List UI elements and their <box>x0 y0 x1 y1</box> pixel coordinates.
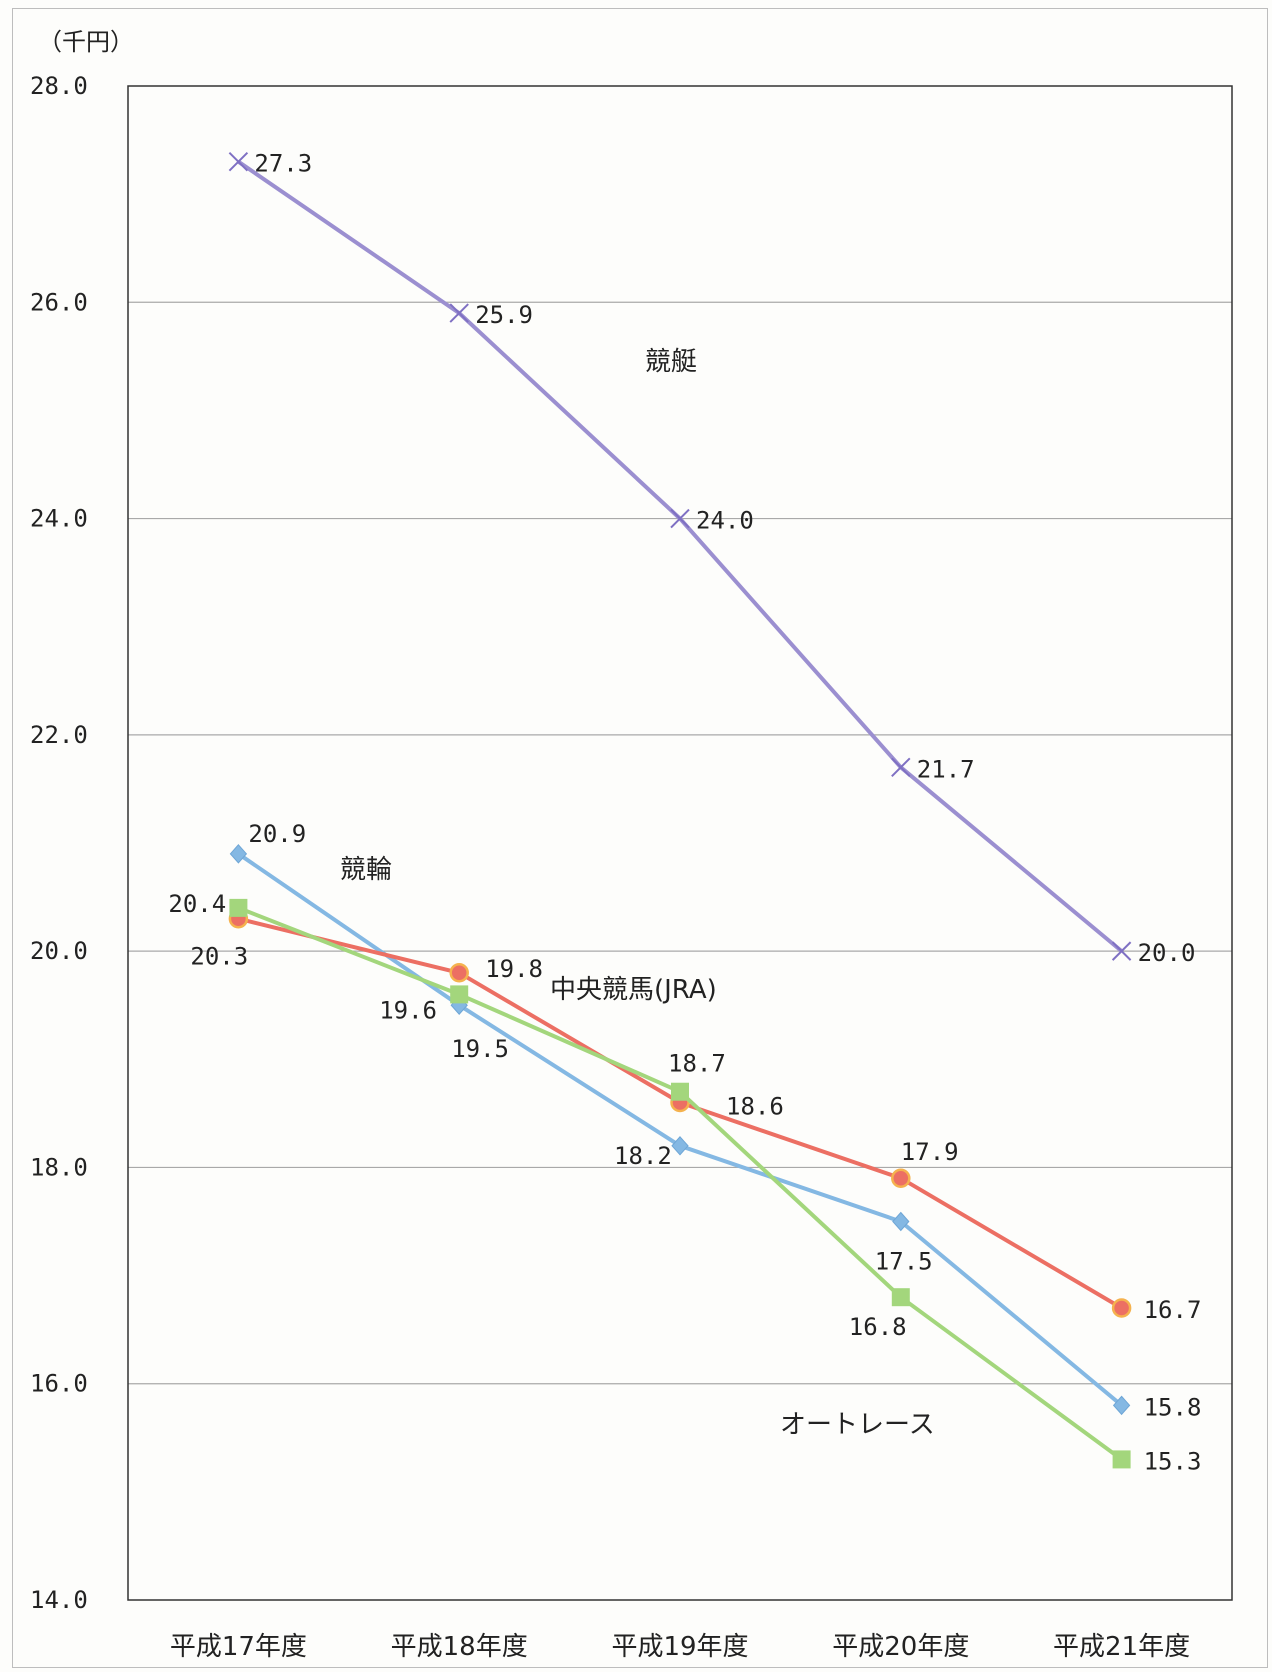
data-label: 20.4 <box>168 890 226 918</box>
series-name-label: 競艇 <box>645 347 697 377</box>
x-marker-stroke <box>670 508 690 529</box>
y-tick-label: 26.0 <box>30 288 88 316</box>
diamond-marker <box>671 1136 689 1156</box>
square-marker <box>450 985 469 1004</box>
x-marker <box>449 303 469 323</box>
series-name-label: オートレース <box>780 1410 935 1440</box>
x-tick-label: 平成21年度 <box>1053 1632 1190 1662</box>
series-line <box>237 852 1123 1407</box>
diamond-marker <box>892 1211 910 1232</box>
data-label: 15.8 <box>1144 1393 1202 1421</box>
data-label: 16.8 <box>849 1313 907 1341</box>
data-label: 20.3 <box>190 943 248 971</box>
series-diamond <box>229 844 1131 1416</box>
series-name-label: 中央競馬(JRA) <box>550 975 717 1005</box>
data-label: 18.6 <box>726 1093 784 1121</box>
data-labels: 27.3 25.9 24.0 21.7 20.0 20.9 19.5 18.2 17.5 15.8… <box>168 150 1201 1476</box>
y-axis-unit: （千円） <box>38 28 134 56</box>
x-tick-label: 平成18年度 <box>391 1632 528 1662</box>
data-label: 20.0 <box>1138 939 1196 967</box>
circle-marker <box>449 963 469 983</box>
x-marker <box>891 757 911 778</box>
x-marker-stroke <box>1111 941 1132 961</box>
circle-marker <box>1111 1298 1132 1318</box>
y-tick-label: 28.0 <box>30 72 88 100</box>
x-marker <box>228 151 249 172</box>
data-label: 17.9 <box>901 1138 959 1166</box>
data-label: 18.7 <box>668 1050 726 1078</box>
data-label: 17.5 <box>875 1248 933 1276</box>
data-label: 21.7 <box>917 755 975 783</box>
axes: 14.0 16.0 18.0 20.0 22.0 24.0 26.0 28.0 （千円） 平成17… <box>30 28 1190 1662</box>
square-marker <box>229 898 248 917</box>
square-marker <box>891 1288 910 1307</box>
y-tick-label: 16.0 <box>30 1370 88 1398</box>
data-label: 25.9 <box>475 301 533 329</box>
square-marker <box>671 1082 689 1101</box>
y-tick-label: 22.0 <box>30 721 88 749</box>
x-marker <box>1111 941 1132 961</box>
x-tick-label: 平成19年度 <box>611 1632 748 1662</box>
square-marker <box>1112 1450 1131 1469</box>
data-label: 19.8 <box>485 955 543 983</box>
data-label: 15.3 <box>1144 1447 1202 1475</box>
x-marker-stroke <box>449 303 469 323</box>
x-tick-label: 平成20年度 <box>832 1632 969 1662</box>
data-label: 18.2 <box>614 1142 672 1170</box>
series-square <box>229 898 1131 1469</box>
data-label: 27.3 <box>254 150 312 178</box>
data-label: 16.7 <box>1144 1296 1202 1324</box>
x-marker-stroke <box>891 757 911 778</box>
y-tick-label: 24.0 <box>30 505 88 533</box>
data-label: 19.5 <box>451 1035 509 1063</box>
diamond-marker <box>1112 1395 1131 1416</box>
x-tick-label: 平成17年度 <box>170 1632 307 1662</box>
series <box>228 151 1132 1469</box>
diamond-marker <box>229 844 248 864</box>
series-line <box>237 160 1123 953</box>
gridlines <box>128 301 1232 1385</box>
data-label: 20.9 <box>248 820 306 848</box>
series-name-label: 競輪 <box>340 855 392 885</box>
x-marker-stroke <box>228 151 249 172</box>
y-tick-label: 18.0 <box>30 1153 88 1181</box>
x-marker <box>670 508 690 529</box>
data-label: 19.6 <box>379 996 437 1024</box>
plot-area <box>127 85 1233 1601</box>
y-tick-label: 14.0 <box>30 1586 88 1614</box>
series-circle <box>228 908 1132 1318</box>
series-x <box>228 151 1132 961</box>
circle-marker <box>891 1168 911 1188</box>
data-label: 24.0 <box>696 507 754 535</box>
y-tick-label: 20.0 <box>30 937 88 965</box>
